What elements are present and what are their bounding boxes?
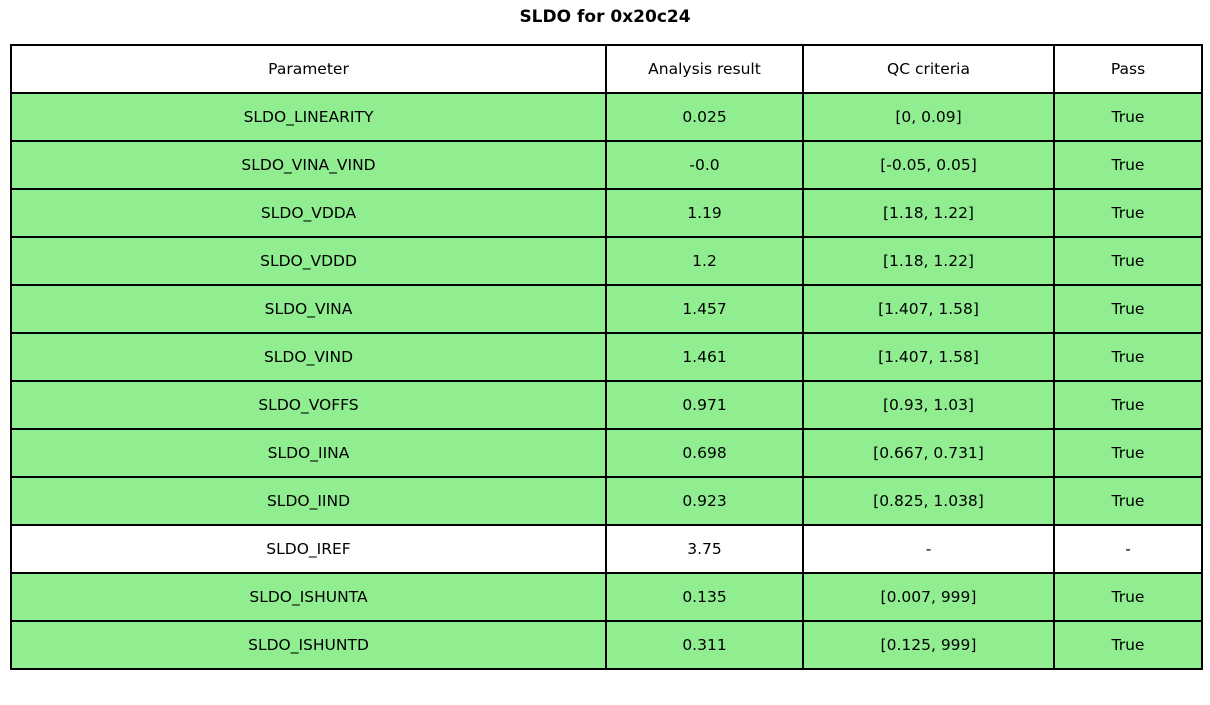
qc-criteria-cell: [1.407, 1.58]: [802, 284, 1055, 334]
pass-cell: True: [1053, 188, 1203, 238]
column-header-pass: Pass: [1053, 44, 1203, 94]
table-row: SLDO_IREF 3.75- -: [10, 524, 1203, 574]
parameter-cell: SLDO_ISHUNTD: [10, 620, 607, 670]
analysis-result-cell: -0.0: [605, 140, 804, 190]
parameter-cell: SLDO_VDDD: [10, 236, 607, 286]
qc-criteria-cell: [1.407, 1.58]: [802, 332, 1055, 382]
qc-criteria-cell: [0.667, 0.731]: [802, 428, 1055, 478]
table-row: SLDO_VINA 1.457 [1.407, 1.58] True: [10, 284, 1203, 334]
parameter-cell: SLDO_ISHUNTA: [10, 572, 607, 622]
analysis-result-cell: 1.457: [605, 284, 804, 334]
table-row: SLDO_VDDD 1.2 [1.18, 1.22] True: [10, 236, 1203, 286]
parameter-cell: SLDO_IIND: [10, 476, 607, 526]
table-row: SLDO_VDDA 1.19 [1.18, 1.22] True: [10, 188, 1203, 238]
pass-cell: True: [1053, 620, 1203, 670]
qc-criteria-cell: [0.93, 1.03]: [802, 380, 1055, 430]
analysis-result-cell: 0.135: [605, 572, 804, 622]
table-row: SLDO_VIND 1.461 [1.407, 1.58] True: [10, 332, 1203, 382]
table-row: SLDO_ISHUNTD 0.311 [0.125, 999] True: [10, 620, 1203, 670]
analysis-result-cell: 1.2: [605, 236, 804, 286]
pass-cell: True: [1053, 236, 1203, 286]
analysis-result-cell: 0.971: [605, 380, 804, 430]
chart-title: SLDO for 0x20c24: [519, 7, 691, 27]
parameter-cell: SLDO_LINEARITY: [10, 92, 607, 142]
qc-criteria-cell: [1.18, 1.22]: [802, 236, 1055, 286]
table-row: SLDO_ISHUNTA 0.135 [0.007, 999] True: [10, 572, 1203, 622]
qc-criteria-cell: [0.007, 999]: [802, 572, 1055, 622]
analysis-result-cell: 1.19: [605, 188, 804, 238]
analysis-result-cell: 0.025: [605, 92, 804, 142]
table-row: SLDO_IINA 0.698 [0.667, 0.731] True: [10, 428, 1203, 478]
parameter-cell: SLDO_VINA_VIND: [10, 140, 607, 190]
parameter-cell: SLDO_IINA: [10, 428, 607, 478]
table-header: Parameter Analysis result QC criteria Pa…: [10, 44, 1203, 94]
column-header-qc-criteria: QC criteria: [802, 44, 1055, 94]
pass-cell: True: [1053, 476, 1203, 526]
parameter-cell: SLDO_VDDA: [10, 188, 607, 238]
qc-criteria-cell: [0, 0.09]: [802, 92, 1055, 142]
parameter-cell: SLDO_VIND: [10, 332, 607, 382]
parameter-cell: SLDO_IREF: [10, 524, 607, 574]
header-row: Parameter Analysis result QC criteria Pa…: [10, 44, 1203, 94]
analysis-result-cell: 0.311: [605, 620, 804, 670]
analysis-result-cell: 1.461: [605, 332, 804, 382]
pass-cell: True: [1053, 140, 1203, 190]
analysis-result-cell: 0.923: [605, 476, 804, 526]
pass-cell: True: [1053, 332, 1203, 382]
table-row: SLDO_LINEARITY 0.025 [0, 0.09] True: [10, 92, 1203, 142]
pass-cell: True: [1053, 428, 1203, 478]
column-header-parameter: Parameter: [10, 44, 607, 94]
qc-criteria-cell: [1.18, 1.22]: [802, 188, 1055, 238]
pass-cell: True: [1053, 380, 1203, 430]
pass-cell: True: [1053, 572, 1203, 622]
table-row: SLDO_VOFFS 0.971 [0.93, 1.03] True: [10, 380, 1203, 430]
qc-criteria-cell: [0.125, 999]: [802, 620, 1055, 670]
qc-criteria-cell: [-0.05, 0.05]: [802, 140, 1055, 190]
pass-cell: -: [1053, 524, 1203, 574]
table-row: SLDO_VINA_VIND -0.0 [-0.05, 0.05] True: [10, 140, 1203, 190]
table-body: SLDO_LINEARITY 0.025 [0, 0.09] True SLDO_VIN…: [10, 92, 1203, 670]
qc-criteria-cell: [0.825, 1.038]: [802, 476, 1055, 526]
parameter-cell: SLDO_VOFFS: [10, 380, 607, 430]
analysis-result-cell: 3.75: [605, 524, 804, 574]
column-header-analysis-result: Analysis result: [605, 44, 804, 94]
pass-cell: True: [1053, 284, 1203, 334]
parameter-cell: SLDO_VINA: [10, 284, 607, 334]
analysis-result-cell: 0.698: [605, 428, 804, 478]
pass-cell: True: [1053, 92, 1203, 142]
qc-criteria-cell: -: [802, 524, 1055, 574]
table-row: SLDO_IIND 0.923 [0.825, 1.038] True: [10, 476, 1203, 526]
qc-results-table: Parameter Analysis result QC criteria Pa…: [10, 44, 1203, 670]
